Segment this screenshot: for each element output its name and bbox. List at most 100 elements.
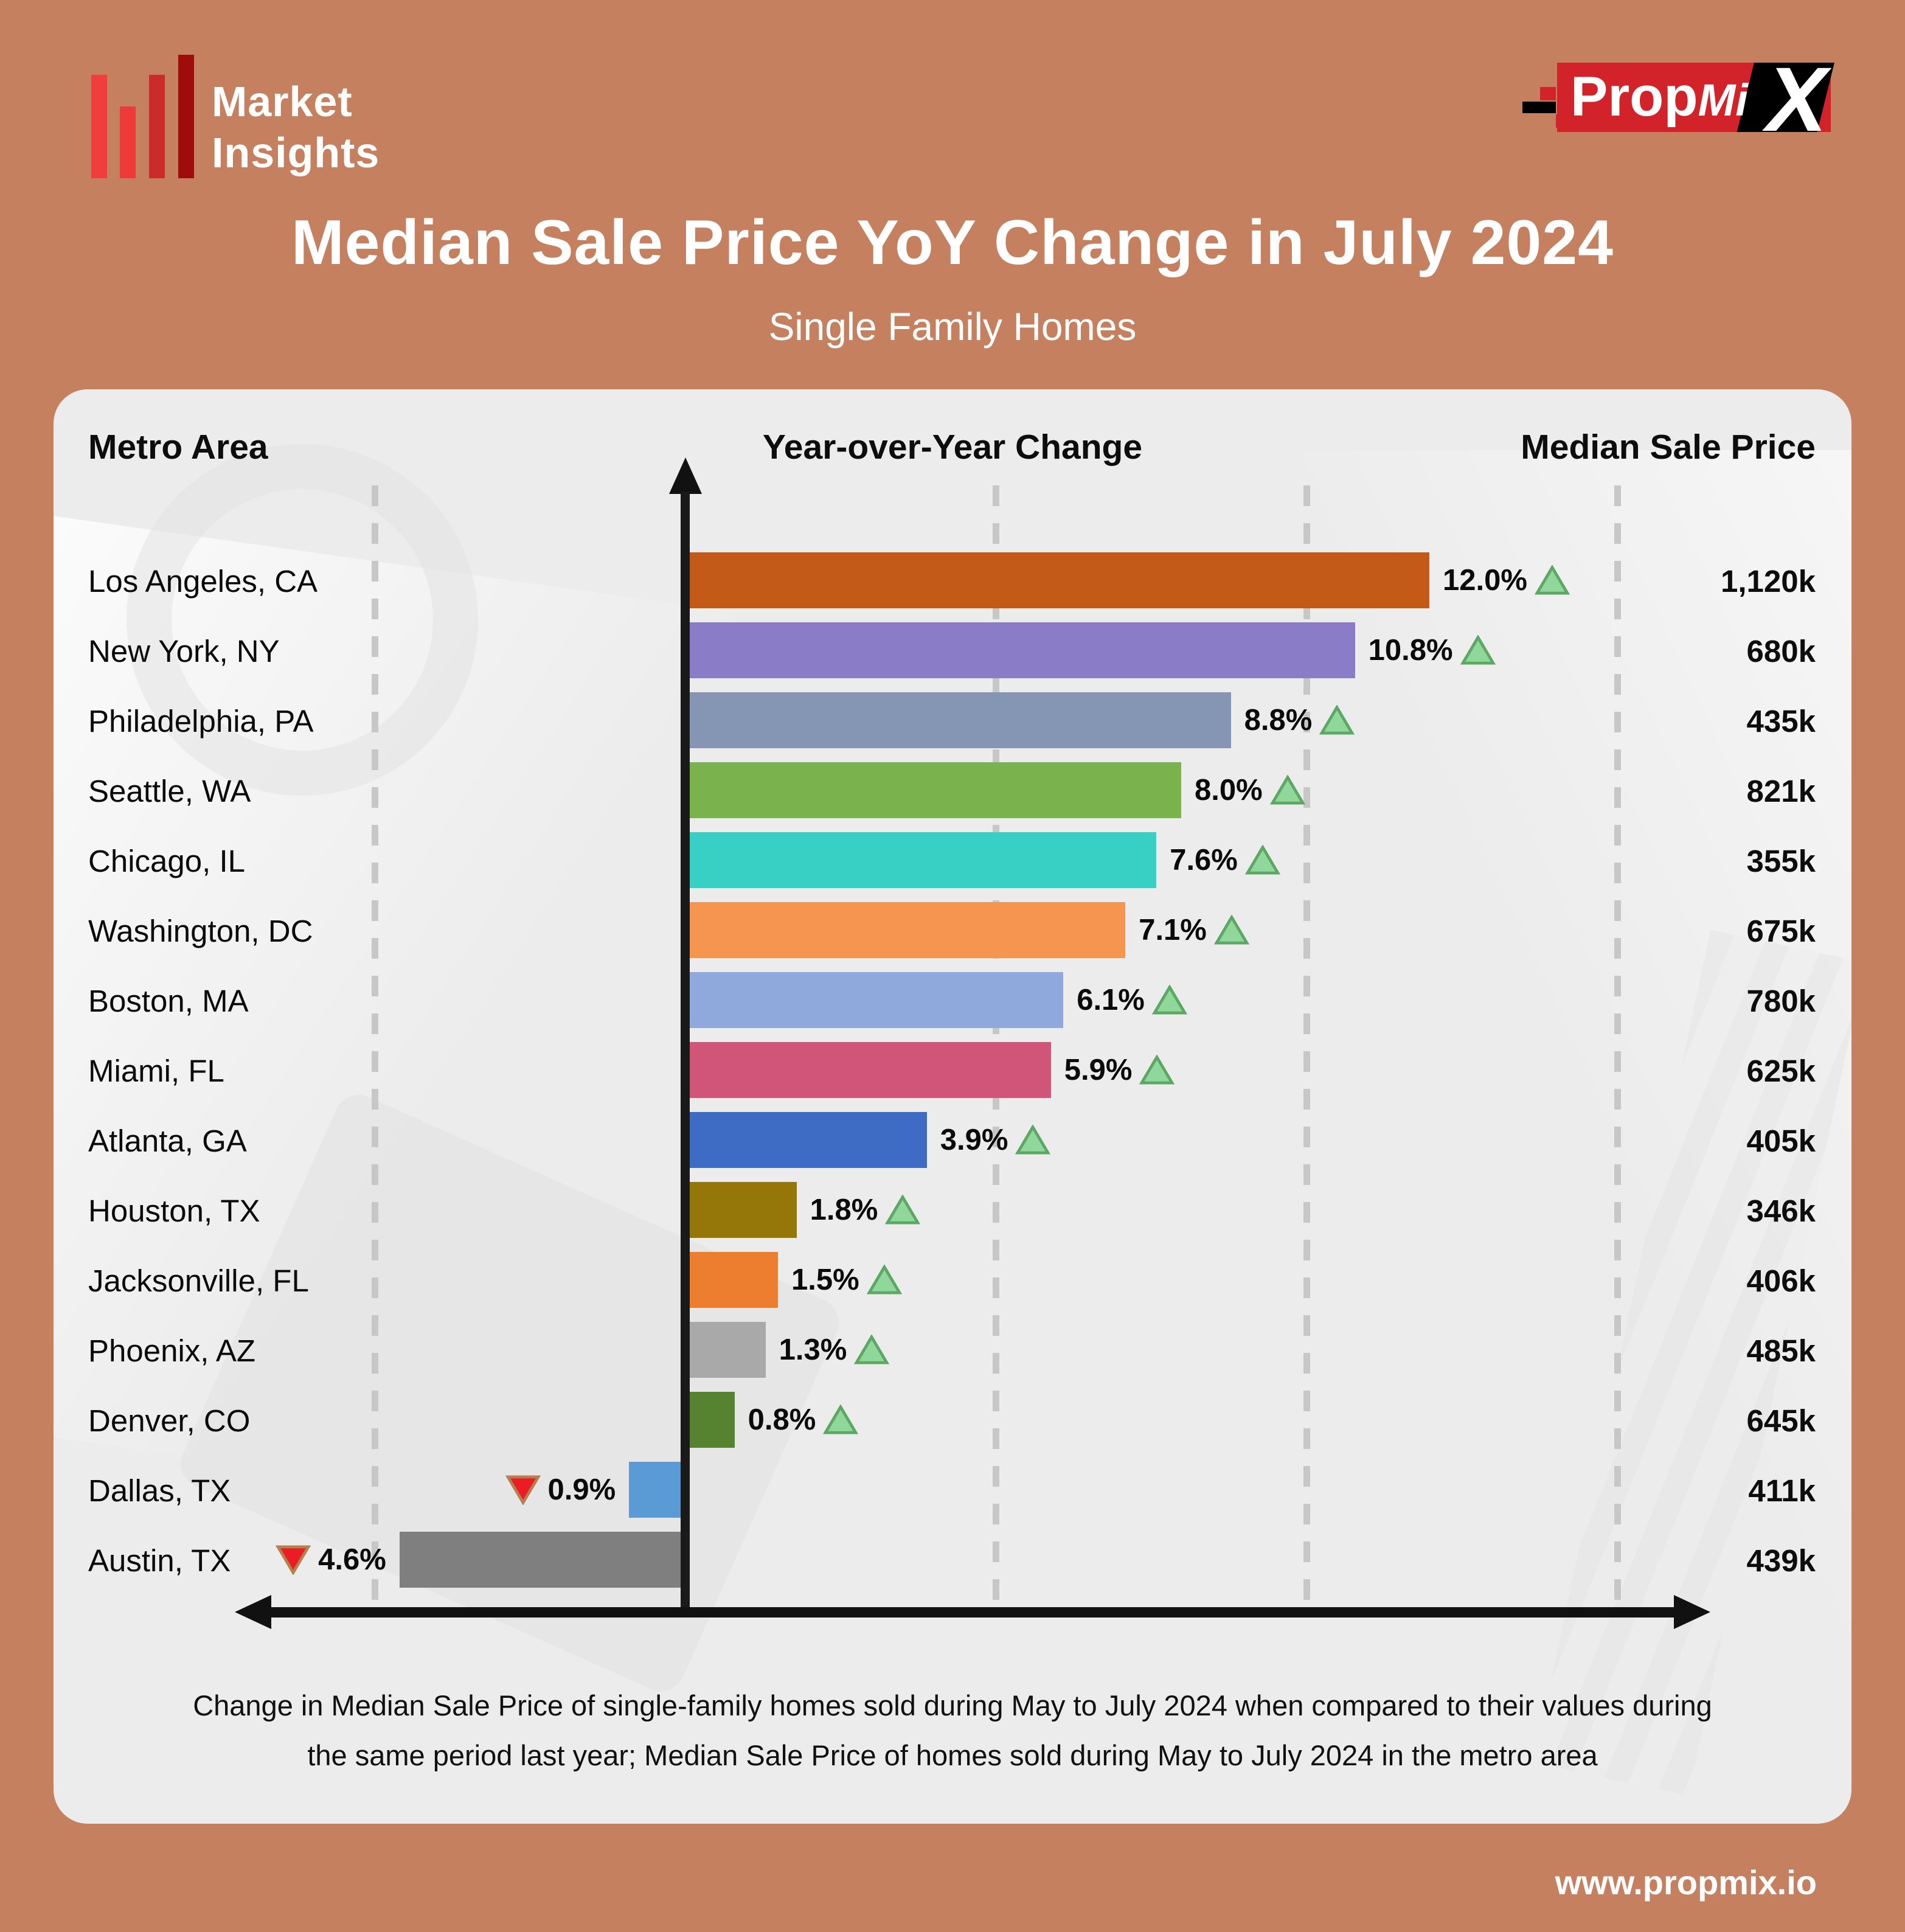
column-header-yoy: Year-over-Year Change <box>762 428 1143 467</box>
metro-label: Chicago, IL <box>88 844 245 878</box>
up-triangle-icon <box>823 1405 859 1434</box>
propmix-wordmark: PropMi <box>1570 65 1748 129</box>
up-triangle-icon <box>1139 1055 1175 1085</box>
yoy-bar <box>399 1532 685 1588</box>
metro-label: Phoenix, AZ <box>88 1333 255 1368</box>
up-triangle-icon <box>866 1265 902 1294</box>
median-price-label: 680k <box>1746 634 1816 669</box>
yoy-value-label: 0.8% <box>748 1403 816 1436</box>
yoy-value-group: 7.1% <box>1139 902 1249 958</box>
bar-chart-icon <box>91 54 196 178</box>
median-price-label: 1,120k <box>1721 564 1816 599</box>
median-price-label: 625k <box>1746 1054 1816 1088</box>
metro-label: Dallas, TX <box>88 1473 231 1508</box>
logo-bar-2 <box>120 106 136 178</box>
x-axis-right-arrow-icon <box>1674 1595 1710 1629</box>
metro-label: Jacksonville, FL <box>88 1263 309 1298</box>
propmix-x-text: X <box>1766 48 1827 150</box>
yoy-value-label: 7.6% <box>1170 844 1238 877</box>
propmix-banner: PropMi X <box>1557 48 1834 150</box>
yoy-value-group: 1.5% <box>791 1252 902 1308</box>
metro-label: Austin, TX <box>88 1543 231 1578</box>
yoy-value-label: 8.0% <box>1195 774 1263 807</box>
yoy-value-group: 3.9% <box>940 1112 1051 1168</box>
yoy-value-label: 1.8% <box>810 1194 878 1226</box>
page-title: Median Sale Price YoY Change in July 202… <box>291 207 1614 278</box>
propmix-pixel-red-1 <box>1540 87 1556 100</box>
yoy-value-label: 8.8% <box>1244 704 1313 737</box>
median-price-label: 355k <box>1746 844 1816 878</box>
yoy-value-group: 5.9% <box>1064 1042 1175 1098</box>
yoy-value-label: 7.1% <box>1139 914 1207 947</box>
metro-label: Miami, FL <box>88 1054 224 1088</box>
yoy-value-group: 0.9% <box>505 1462 616 1518</box>
yoy-bar <box>685 902 1126 958</box>
logo-bar-4 <box>178 55 194 178</box>
yoy-bar <box>685 622 1355 678</box>
up-triangle-icon <box>1151 985 1187 1015</box>
median-price-label: 645k <box>1746 1403 1816 1438</box>
propmix-prop-text: Prop <box>1570 66 1698 128</box>
yoy-bar <box>685 972 1064 1028</box>
yoy-bar <box>685 1182 797 1238</box>
median-price-label: 411k <box>1748 1473 1816 1508</box>
yoy-bar <box>629 1462 685 1518</box>
up-triangle-icon <box>1460 635 1496 665</box>
metro-label: Los Angeles, CA <box>88 564 318 599</box>
x-axis-line <box>268 1607 1676 1618</box>
median-price-label: 405k <box>1746 1124 1816 1158</box>
metro-label: New York, NY <box>88 634 280 669</box>
median-price-label: 406k <box>1746 1263 1816 1298</box>
metro-label: Atlanta, GA <box>88 1124 247 1158</box>
yoy-bar <box>685 1322 766 1378</box>
median-price-label: 485k <box>1746 1333 1816 1368</box>
metro-label: Denver, CO <box>88 1403 251 1438</box>
propmix-mi-text: Mi <box>1698 75 1748 125</box>
logo-bar-3 <box>149 75 165 178</box>
yoy-value-group: 10.8% <box>1369 622 1496 678</box>
gridline-10pct <box>1303 485 1310 1613</box>
column-header-price: Median Sale Price <box>1521 428 1816 467</box>
up-triangle-icon <box>854 1335 890 1364</box>
logo-bar-1 <box>91 75 107 178</box>
brand-line1: Market <box>212 78 353 125</box>
brand-line2: Insights <box>212 129 380 176</box>
yoy-bar <box>685 692 1231 748</box>
gridline-15pct <box>1614 485 1621 1613</box>
yoy-value-label: 0.9% <box>547 1473 616 1506</box>
y-axis-line <box>681 492 690 1617</box>
yoy-value-group: 7.6% <box>1170 832 1280 888</box>
median-price-label: 439k <box>1746 1543 1816 1578</box>
up-triangle-icon <box>885 1195 921 1225</box>
up-triangle-icon <box>1213 915 1249 945</box>
yoy-value-group: 12.0% <box>1443 552 1570 608</box>
median-price-label: 780k <box>1746 984 1816 1018</box>
median-price-label: 675k <box>1746 914 1816 948</box>
propmix-pixel-black <box>1522 102 1556 113</box>
market-insights-logo: Market Insights <box>91 54 380 178</box>
up-triangle-icon <box>1244 845 1280 875</box>
x-axis-left-arrow-icon <box>235 1595 271 1629</box>
down-triangle-icon <box>276 1545 311 1575</box>
yoy-value-group: 6.1% <box>1077 972 1187 1028</box>
yoy-value-group: 1.8% <box>810 1182 921 1238</box>
yoy-bar <box>685 832 1157 888</box>
yoy-bar <box>685 1392 735 1448</box>
yoy-bar <box>685 1112 927 1168</box>
yoy-value-label: 3.9% <box>940 1124 1008 1156</box>
metro-label: Seattle, WA <box>88 774 251 808</box>
y-axis-arrow-icon <box>669 457 702 494</box>
yoy-value-label: 6.1% <box>1077 984 1145 1016</box>
yoy-value-group: 1.3% <box>779 1322 890 1378</box>
yoy-value-group: 0.8% <box>748 1392 859 1448</box>
brand-name: Market Insights <box>212 76 380 178</box>
yoy-bar <box>685 762 1181 818</box>
yoy-value-label: 1.5% <box>791 1263 859 1296</box>
yoy-value-group: 4.6% <box>276 1532 386 1588</box>
metro-label: Philadelphia, PA <box>88 704 314 738</box>
up-triangle-icon <box>1534 565 1570 595</box>
yoy-bar <box>685 1042 1051 1098</box>
metro-label: Boston, MA <box>88 984 249 1018</box>
median-price-label: 346k <box>1746 1194 1816 1228</box>
